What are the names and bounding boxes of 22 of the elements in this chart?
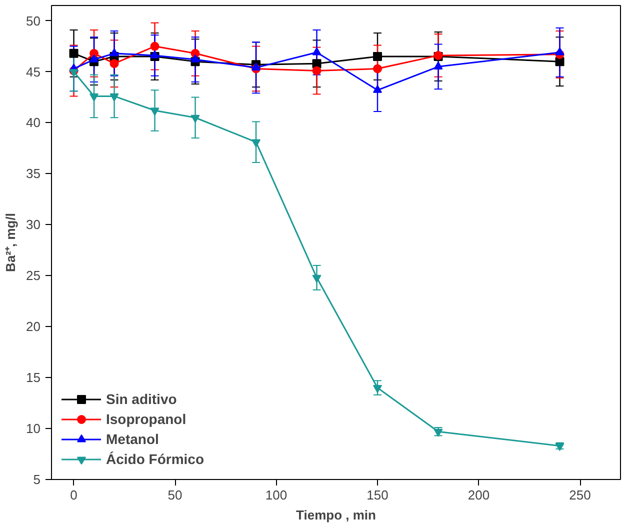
x-tick-label: 50 [168, 488, 182, 502]
y-axis-title: Ba²⁺, mg/l [3, 213, 18, 272]
y-tick-label: 20 [26, 319, 41, 334]
y-tick-label: 10 [26, 421, 41, 436]
y-tick-label: 15 [26, 370, 41, 386]
legend-label: Metanol [106, 431, 159, 447]
x-tick-label: 250 [569, 488, 591, 502]
y-tick-label: 40 [26, 115, 41, 130]
y-tick-label: 50 [26, 13, 41, 28]
x-tick-label: 0 [70, 488, 78, 502]
legend-label: Isopropanol [106, 411, 186, 427]
x-tick-label: 150 [366, 488, 388, 502]
y-tick-label: 45 [26, 64, 41, 80]
x-axis-title: Tiempo , min [296, 508, 376, 522]
legend-label: Sin aditivo [106, 391, 177, 407]
x-tick-label: 200 [468, 488, 490, 502]
y-tick-label: 25 [26, 268, 41, 284]
legend-label: Ácido Fórmico [106, 451, 204, 467]
x-tick-label: 100 [265, 488, 288, 502]
y-tick-label: 30 [26, 217, 41, 232]
y-tick-label: 35 [26, 166, 41, 182]
y-tick-label: 5 [33, 472, 41, 487]
